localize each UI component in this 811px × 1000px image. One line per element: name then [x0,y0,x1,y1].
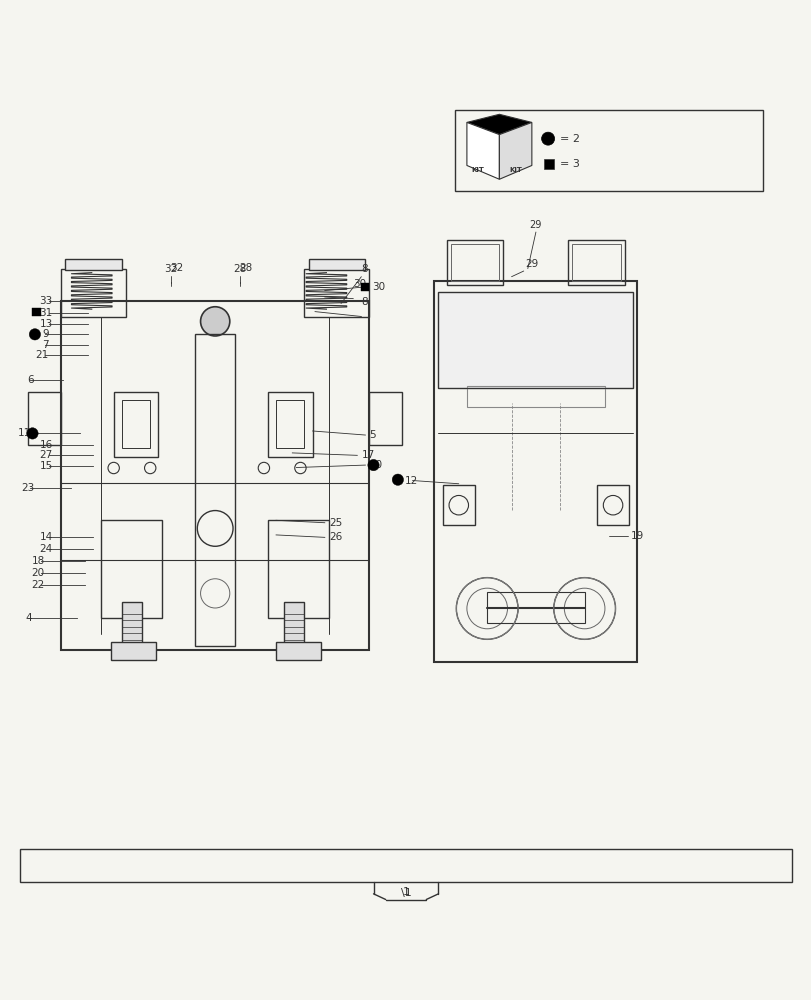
Text: 14: 14 [40,532,53,542]
Bar [65,259,122,270]
Text: 20: 20 [32,568,45,578]
Bar [434,281,637,662]
Text: 21: 21 [36,350,49,360]
Bar [442,485,474,525]
Text: 5: 5 [369,430,375,440]
Text: 30: 30 [371,282,384,292]
Bar [369,392,401,445]
Text: 11: 11 [18,428,31,438]
Bar [101,520,162,618]
Text: 28: 28 [233,264,246,274]
Circle shape [541,132,554,145]
Bar [122,400,150,448]
Text: 32: 32 [164,264,177,274]
Bar [61,269,126,317]
Text: 33: 33 [40,296,53,306]
Bar [596,485,629,525]
Circle shape [367,459,379,471]
Bar [61,301,369,650]
Bar [122,601,142,646]
Text: 10: 10 [369,460,382,470]
Bar [304,269,369,317]
Text: 8: 8 [361,297,367,307]
Bar [28,392,61,445]
Text: 8: 8 [361,264,367,274]
Text: \1: \1 [400,888,411,898]
Bar [438,292,633,388]
Text: 22: 22 [32,580,45,590]
Text: 30: 30 [353,279,366,289]
Bar [268,520,328,618]
Text: 29: 29 [525,259,538,269]
Text: 25: 25 [328,518,341,528]
Text: KIT: KIT [470,167,483,173]
Text: 32: 32 [170,263,183,273]
Bar [543,159,553,169]
Text: = 2: = 2 [560,134,580,144]
Text: 7: 7 [42,340,49,350]
Bar [276,400,304,448]
Bar [487,592,584,623]
Polygon shape [499,122,531,179]
Bar [572,244,620,281]
Bar [111,642,156,660]
Circle shape [200,307,230,336]
Bar [195,334,235,646]
Text: 16: 16 [40,440,53,450]
Text: 13: 13 [40,319,53,329]
Text: 26: 26 [328,532,341,542]
Bar [268,392,312,457]
Bar [276,642,320,660]
Text: 31: 31 [40,308,53,318]
Bar [32,308,41,316]
Circle shape [392,474,403,485]
Text: 9: 9 [42,329,49,339]
Bar [568,240,624,285]
Text: 15: 15 [40,461,53,471]
Text: 19: 19 [630,531,643,541]
Bar [466,386,604,407]
Polygon shape [466,114,531,135]
Bar [114,392,158,457]
Text: 6: 6 [28,375,34,385]
Text: 23: 23 [21,483,34,493]
Bar [20,849,791,882]
Bar [284,601,304,646]
Bar [446,240,503,285]
Polygon shape [466,122,499,179]
Bar [450,244,499,281]
Text: 4: 4 [26,613,32,623]
Bar [308,259,365,270]
Text: = 3: = 3 [560,159,579,169]
Text: 18: 18 [32,556,45,566]
Text: 12: 12 [404,476,417,486]
Circle shape [27,428,38,439]
Text: 27: 27 [40,450,53,460]
Circle shape [29,329,41,340]
Text: 28: 28 [239,263,252,273]
Bar [454,110,762,191]
Text: 29: 29 [529,220,542,230]
Text: 24: 24 [40,544,53,554]
Text: KIT: KIT [508,167,521,173]
Text: 1: 1 [402,887,409,897]
Text: 17: 17 [361,450,374,460]
Bar [361,283,369,291]
